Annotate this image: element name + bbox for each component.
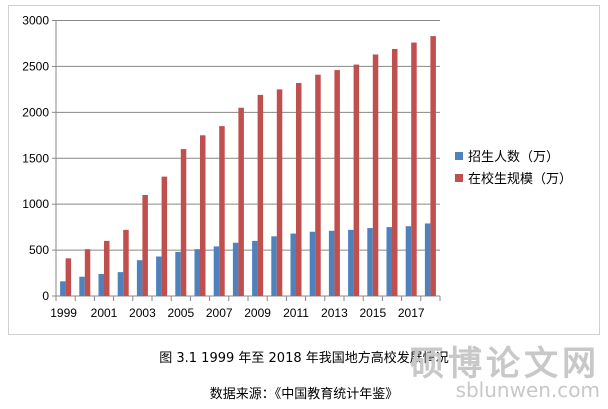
bar-enrolled-2015: [372, 54, 379, 296]
bar-admissions-2000: [79, 276, 85, 296]
watermark-title: 硕博论文网: [410, 344, 600, 384]
bar-enrolled-2004: [161, 176, 168, 296]
bar-enrolled-2001: [104, 240, 110, 296]
bar-admissions-2003: [136, 260, 143, 296]
bar-admissions-2008: [232, 242, 239, 296]
x-tick-label: 2003: [129, 306, 156, 320]
bar-admissions-2002: [117, 272, 124, 296]
legend-label: 在校生规模（万）: [468, 171, 572, 187]
x-tick-label: 2007: [206, 306, 233, 320]
bar-enrolled-1999: [65, 258, 72, 296]
bar-enrolled-2012: [315, 74, 321, 296]
bar-admissions-1999: [60, 281, 66, 296]
bar-admissions-2018: [424, 223, 431, 296]
bar-enrolled-2017: [411, 42, 417, 296]
y-tick-label: 1000: [22, 197, 49, 211]
legend-swatch: [455, 152, 463, 160]
y-tick-label: 0: [42, 289, 49, 303]
data-source: 数据来源：《中国教育统计年鉴》: [209, 387, 399, 402]
y-tick-label: 2500: [22, 59, 49, 73]
bar-enrolled-2014: [353, 64, 360, 296]
bar-admissions-2005: [175, 251, 181, 296]
bar-admissions-2006: [194, 249, 200, 296]
chart-frame: [8, 5, 600, 335]
bar-enrolled-2010: [276, 89, 283, 296]
bar-enrolled-2018: [430, 36, 436, 297]
x-tick-label: 2009: [244, 306, 271, 320]
bar-enrolled-2006: [200, 135, 206, 296]
y-tick-label: 3000: [22, 14, 49, 28]
y-tick-label: 500: [29, 243, 49, 257]
bar-enrolled-2000: [84, 249, 91, 296]
bar-admissions-2017: [405, 226, 412, 296]
bar-admissions-2013: [328, 230, 335, 296]
x-tick-label: 2013: [321, 306, 348, 320]
bar-enrolled-2002: [123, 229, 129, 296]
figure-caption: 图 3.1 1999 年至 2018 年我国地方高校发展情况: [159, 351, 449, 366]
x-tick-label: 2017: [398, 306, 425, 320]
bar-chart: 0 500 1000 1500 2000 2500 3000 1999 2001 2003 2005…: [22, 14, 572, 321]
bar-admissions-2012: [309, 231, 316, 296]
bar-admissions-2004: [156, 256, 162, 296]
bar-admissions-2001: [98, 273, 104, 296]
bar-enrolled-2016: [392, 48, 398, 296]
x-tick-label: 2001: [91, 306, 118, 320]
y-tick-label: 2000: [22, 105, 49, 119]
bar-enrolled-2011: [296, 82, 302, 297]
bar-enrolled-2007: [219, 126, 225, 296]
legend-swatch: [455, 174, 463, 182]
bar-enrolled-2003: [142, 194, 148, 296]
x-tick-label: 2015: [359, 306, 386, 320]
bar-enrolled-2008: [238, 107, 244, 296]
y-tick-label: 1500: [22, 151, 49, 165]
bar-enrolled-2013: [334, 70, 340, 296]
x-tick-label: 2005: [167, 306, 194, 320]
bar-admissions-2014: [348, 229, 354, 296]
bar-admissions-2015: [367, 228, 373, 296]
x-tick-label: 2011: [283, 306, 309, 320]
bar-admissions-2011: [290, 233, 296, 296]
bar-admissions-2007: [213, 246, 220, 296]
bar-admissions-2009: [252, 240, 258, 296]
bar-enrolled-2009: [257, 94, 264, 296]
bar-admissions-2016: [386, 227, 392, 296]
bar-admissions-2010: [271, 236, 277, 296]
x-tick-label: 1999: [50, 306, 77, 320]
legend-label: 招生人数（万）: [468, 150, 559, 165]
watermark-url: sblunwen.com: [455, 378, 600, 402]
bar-enrolled-2005: [180, 149, 187, 296]
